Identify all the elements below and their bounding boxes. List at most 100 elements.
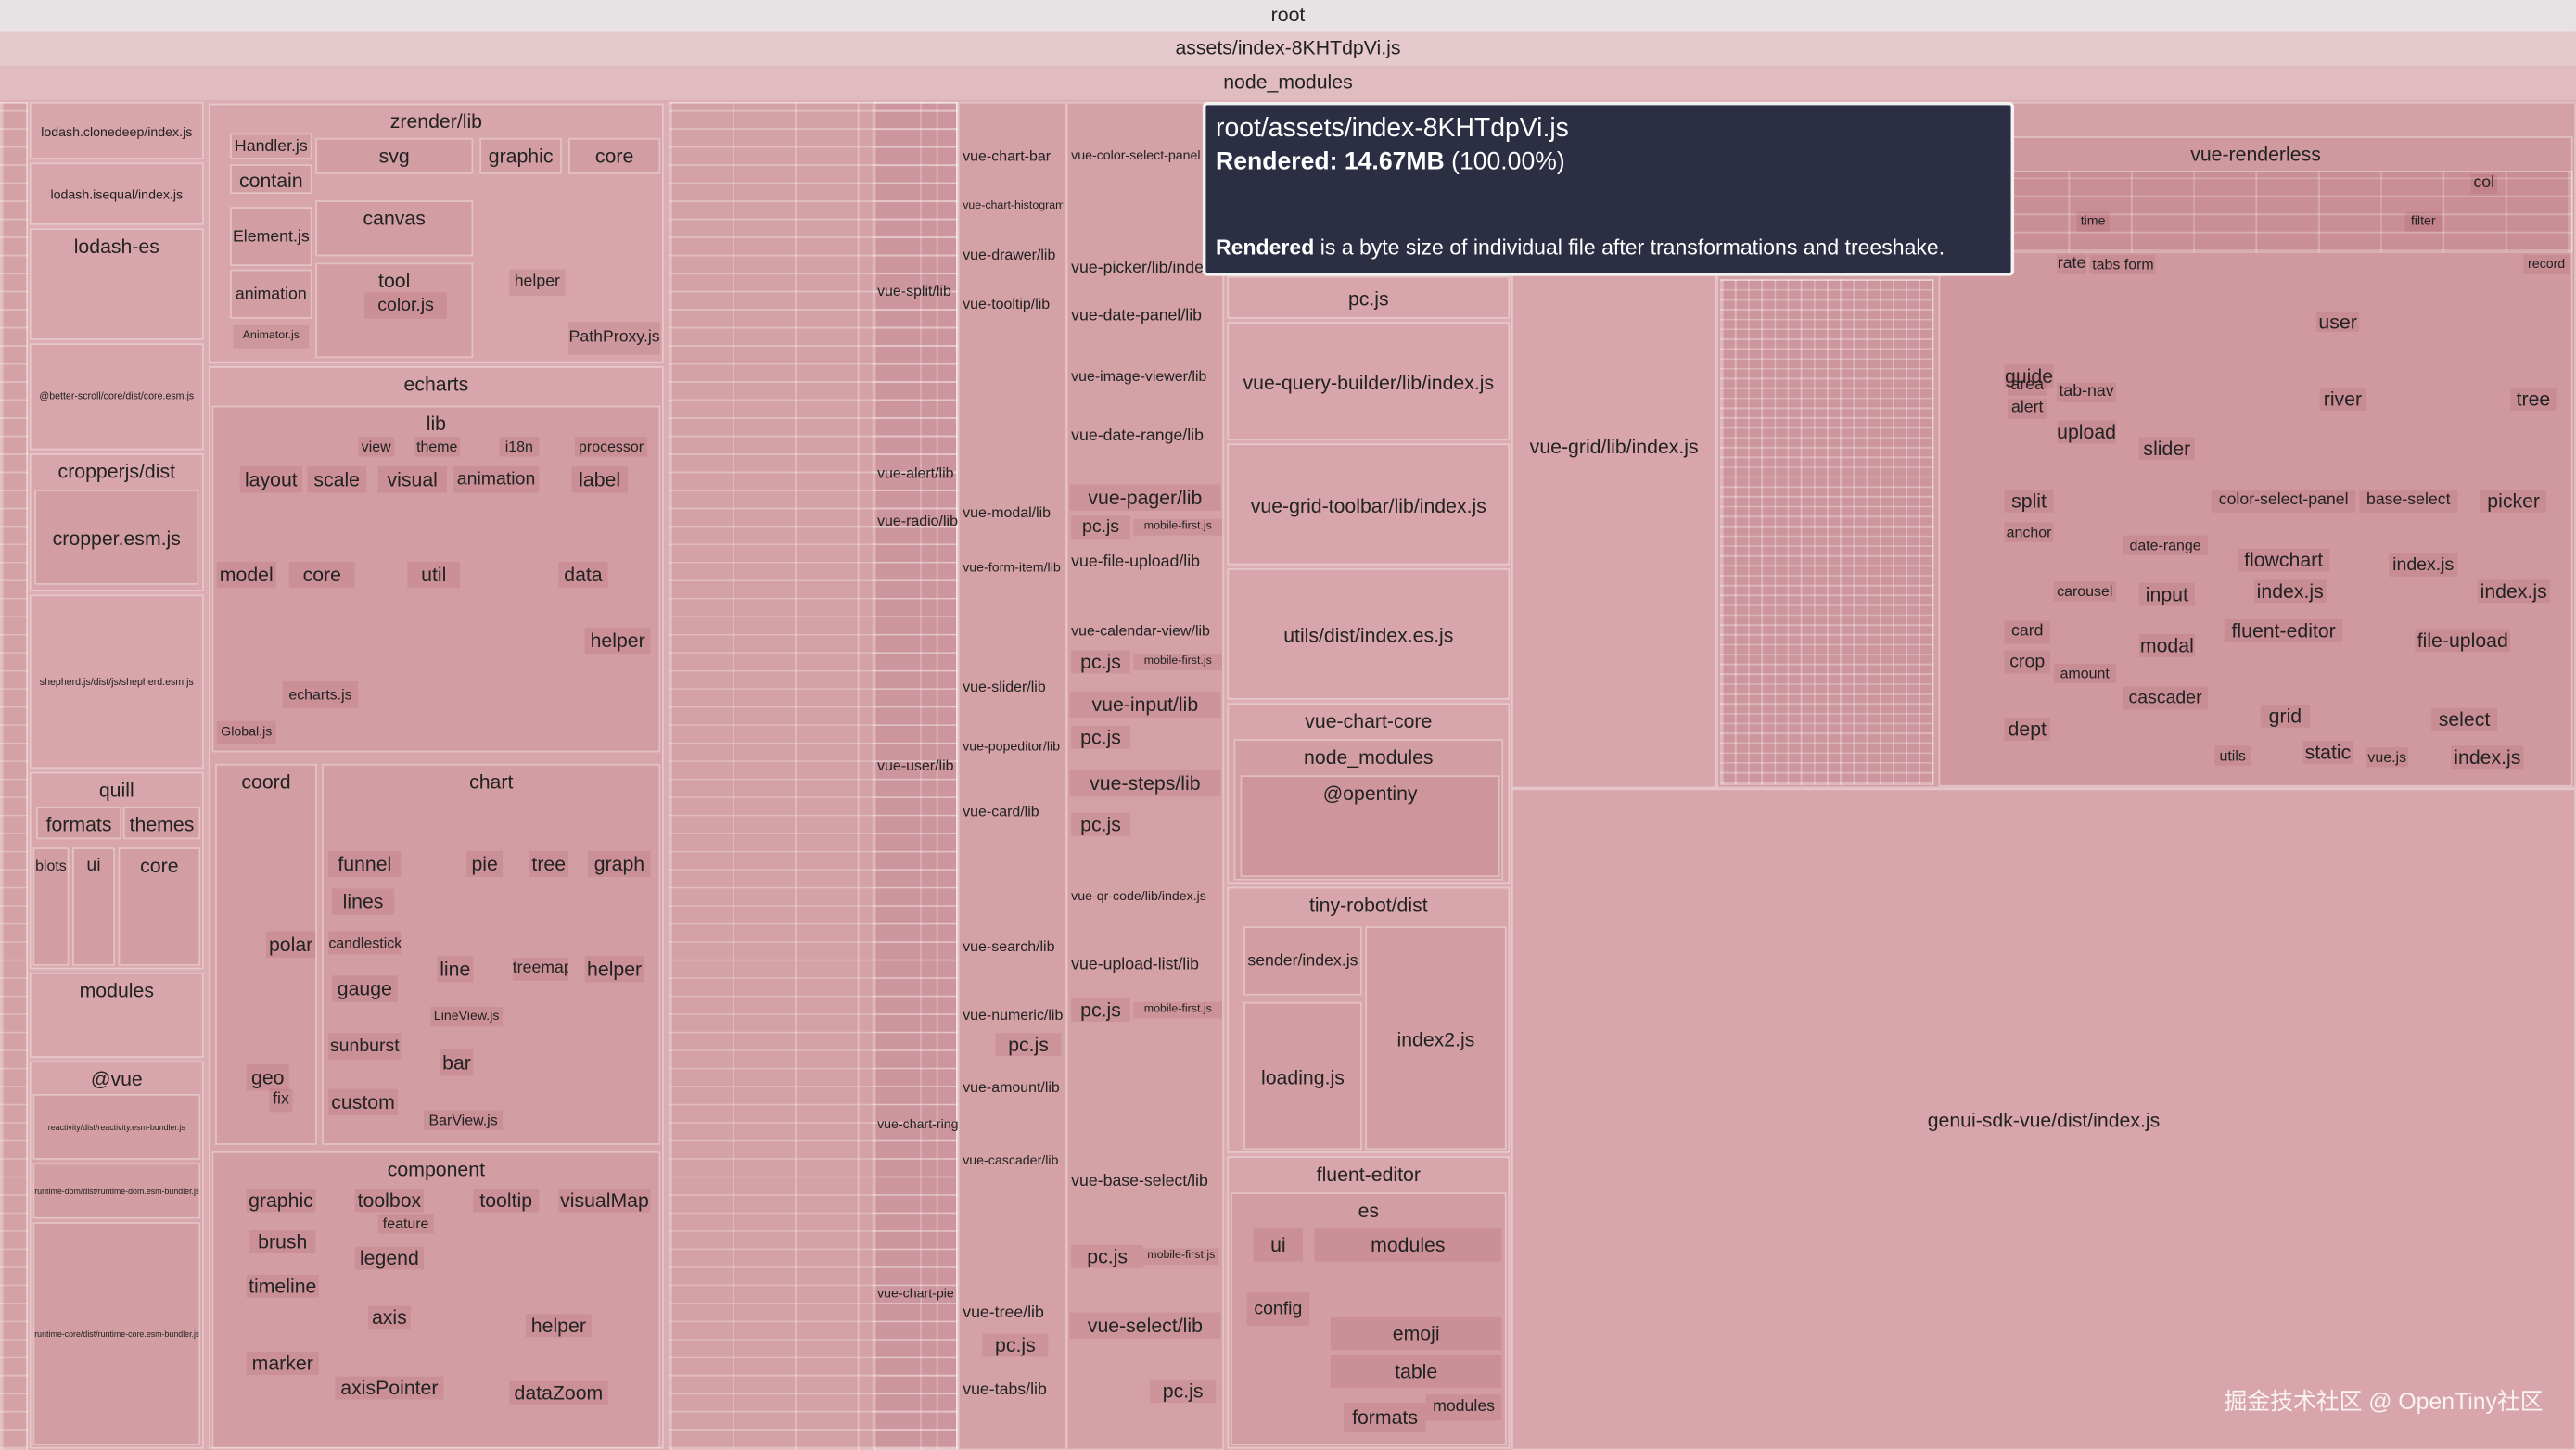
tile-group[interactable]: @vue	[29, 1061, 204, 1449]
tile[interactable]: vue-steps/lib	[1069, 770, 1221, 797]
tile[interactable]: split	[2004, 489, 2054, 513]
tile[interactable]: pc.js	[1071, 515, 1130, 540]
tile[interactable]: vue-form-item/lib	[963, 560, 1061, 576]
tile[interactable]: tree	[529, 850, 569, 878]
tile[interactable]: vue-base-select/lib	[1071, 1172, 1208, 1191]
tile[interactable]: formats	[1344, 1403, 1426, 1432]
tile[interactable]: config	[1246, 1292, 1310, 1326]
tile[interactable]: crop	[2004, 650, 2051, 674]
tile[interactable]: marker	[246, 1352, 319, 1375]
tile[interactable]: visual	[377, 466, 447, 493]
tile[interactable]: polar	[266, 931, 316, 958]
tile[interactable]: input	[2138, 582, 2195, 606]
tile[interactable]: gauge	[331, 975, 398, 1002]
tile[interactable]: themes	[122, 806, 201, 840]
tile-group[interactable]: ui	[71, 847, 116, 966]
tile[interactable]: picker	[2480, 489, 2547, 513]
tile-group[interactable]: canvas	[315, 200, 474, 257]
tile[interactable]: tooltip	[473, 1189, 540, 1213]
tile-group[interactable]: tool	[315, 262, 474, 359]
tile[interactable]: shepherd.js/dist/js/shepherd.esm.js	[29, 594, 204, 770]
tile[interactable]: line	[437, 956, 474, 983]
tile[interactable]: helper	[584, 627, 651, 655]
tile[interactable]: vue-pager/lib	[1069, 484, 1221, 511]
tile-group[interactable]: chart	[322, 763, 661, 1145]
tile[interactable]: mobile-first.js	[1143, 1248, 1219, 1266]
tile[interactable]: anchor	[2004, 522, 2054, 542]
tile-group[interactable]: lib	[211, 405, 661, 753]
tile[interactable]: river	[2319, 388, 2366, 411]
tile[interactable]: graph	[588, 850, 651, 878]
tile[interactable]: area	[2007, 375, 2047, 396]
tile[interactable]: layout	[239, 466, 302, 493]
tile[interactable]: vue-chart-ring	[877, 1116, 958, 1132]
tile[interactable]: vue-search/lib	[963, 937, 1055, 955]
tile[interactable]: sender/index.js	[1243, 926, 1362, 996]
tile[interactable]: helper	[584, 956, 644, 983]
tile[interactable]: @better-scroll/core/dist/core.esm.js	[29, 343, 204, 451]
tile[interactable]: upload	[2057, 420, 2116, 444]
tile[interactable]: vue-chart-histogram	[963, 200, 1064, 212]
tile[interactable]: vue-date-panel/lib	[1071, 307, 1202, 325]
tile-group[interactable]: tiny-robot/dist	[1227, 886, 1511, 1153]
tile[interactable]: vue-chart-bar	[963, 147, 1052, 165]
tile[interactable]: rate	[2057, 254, 2087, 274]
tile[interactable]: amount	[2053, 663, 2116, 684]
tile-group[interactable]: blots	[32, 847, 70, 966]
tile[interactable]: candlestick	[328, 931, 402, 955]
tile-group[interactable]: cropperjs/dist	[29, 452, 204, 591]
tile[interactable]: Handler.js	[230, 133, 312, 159]
tile[interactable]: genui-sdk-vue/dist/index.js	[1511, 788, 2576, 1450]
tile[interactable]: geo	[246, 1064, 289, 1091]
tile[interactable]: emoji	[1331, 1316, 1502, 1351]
tile[interactable]: modal	[2138, 633, 2195, 657]
tile[interactable]: vue-cascader/lib	[963, 1152, 1059, 1168]
tile[interactable]: vue-file-upload/lib	[1071, 553, 1201, 572]
tile[interactable]: vue-popeditor/lib	[963, 739, 1061, 755]
tile-group[interactable]: node_modules	[1233, 739, 1504, 881]
tile[interactable]: runtime-core/dist/runtime-core.esm-bundl…	[32, 1222, 201, 1446]
tile[interactable]: flowchart	[2238, 548, 2330, 572]
tile[interactable]: card	[2004, 620, 2051, 644]
tile[interactable]: ui	[1253, 1228, 1303, 1262]
tile-group[interactable]: core	[568, 137, 661, 174]
tile-group[interactable]: @opentiny	[1240, 775, 1500, 878]
tile[interactable]: loading.js	[1243, 1001, 1362, 1151]
tile[interactable]: vue-grid-toolbar/lib/index.js	[1227, 443, 1511, 566]
tile[interactable]: form	[2123, 254, 2156, 274]
tile-group[interactable]: component	[211, 1151, 661, 1449]
tile[interactable]: index.js	[2477, 579, 2550, 604]
tile[interactable]: lodash.isequal/index.js	[29, 162, 204, 225]
tile[interactable]: tree	[2510, 388, 2557, 411]
tile[interactable]: index.js	[2451, 745, 2524, 770]
tile-group[interactable]: es	[1230, 1192, 1507, 1446]
tile[interactable]: lines	[331, 888, 395, 915]
tile[interactable]: graphic	[246, 1189, 316, 1213]
tile[interactable]: vue-tabs/lib	[963, 1380, 1047, 1400]
tile[interactable]: tab-nav	[2057, 382, 2116, 403]
tile[interactable]: PathProxy.js	[568, 322, 661, 355]
tile[interactable]: lodash.clonedeep/index.js	[29, 101, 204, 159]
tile[interactable]: feature	[377, 1214, 434, 1234]
tile[interactable]: echarts.js	[282, 681, 359, 708]
tile[interactable]: dept	[2004, 718, 2051, 742]
tile[interactable]: vue-select/lib	[1069, 1312, 1221, 1339]
tile[interactable]: table	[1331, 1355, 1502, 1389]
asset-bar[interactable]: assets/index-8KHTdpVi.js	[0, 31, 2576, 66]
tile-group[interactable]: fluent-editor	[1227, 1156, 1511, 1449]
tile[interactable]: vue-slider/lib	[963, 678, 1046, 695]
tile[interactable]: animation	[230, 269, 312, 319]
tile[interactable]: util	[407, 561, 461, 589]
tile-group[interactable]: zrender/lib	[209, 103, 664, 363]
tile[interactable]: vue-alert/lib	[877, 464, 954, 482]
tile[interactable]: vue-color-select-panel	[1071, 147, 1201, 163]
tile[interactable]: brush	[249, 1229, 316, 1253]
tile[interactable]: toolbox	[354, 1189, 425, 1213]
tile[interactable]: mobile-first.js	[1133, 1001, 1223, 1019]
tile[interactable]: utils/dist/index.es.js	[1227, 568, 1511, 700]
tile[interactable]: vue-upload-list/lib	[1071, 956, 1200, 974]
tile[interactable]: base-select	[2359, 489, 2458, 513]
tile[interactable]: color.js	[364, 292, 447, 319]
tile[interactable]: index.js	[2253, 579, 2327, 604]
tile[interactable]: view	[358, 437, 395, 457]
